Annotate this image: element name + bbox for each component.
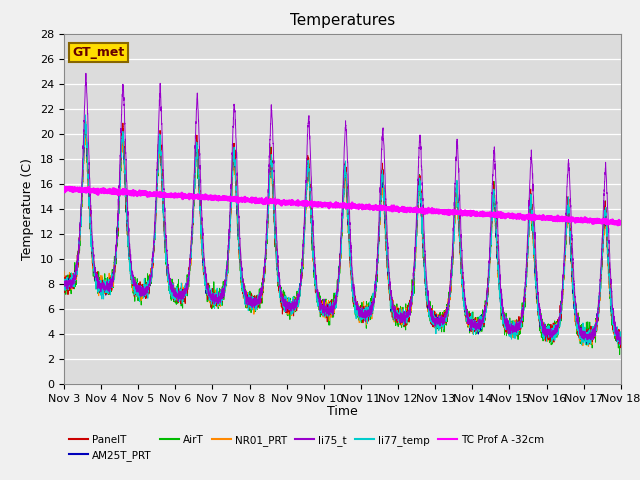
li77_temp	[616, 343, 623, 348]
TC Prof A -32cm	[322, 202, 330, 207]
NR01_PRT	[322, 300, 330, 305]
AM25T_PRT	[616, 332, 624, 337]
Text: GT_met: GT_met	[72, 46, 125, 59]
PanelT	[161, 220, 168, 226]
AirT	[467, 328, 475, 334]
li75_t	[616, 341, 624, 347]
AM25T_PRT	[81, 118, 89, 124]
X-axis label: Time: Time	[327, 405, 358, 418]
li75_t	[60, 282, 68, 288]
PanelT	[322, 305, 330, 311]
NR01_PRT	[467, 320, 475, 326]
NR01_PRT	[584, 343, 592, 349]
li75_t	[499, 304, 507, 310]
NR01_PRT	[60, 268, 68, 274]
PanelT	[81, 113, 89, 119]
NR01_PRT	[616, 338, 624, 344]
TC Prof A -32cm	[161, 191, 168, 197]
Line: TC Prof A -32cm: TC Prof A -32cm	[64, 187, 621, 225]
AM25T_PRT	[322, 303, 330, 309]
AirT	[436, 322, 444, 327]
AM25T_PRT	[585, 341, 593, 347]
NR01_PRT	[617, 339, 625, 345]
PanelT	[467, 323, 475, 328]
AirT	[499, 305, 507, 311]
li77_temp	[436, 319, 444, 324]
PanelT	[60, 284, 68, 290]
AirT	[161, 226, 168, 231]
Line: PanelT: PanelT	[64, 116, 621, 348]
TC Prof A -32cm	[66, 184, 74, 190]
AM25T_PRT	[467, 320, 475, 325]
li77_temp	[467, 327, 475, 333]
li75_t	[436, 318, 444, 324]
AirT	[60, 279, 68, 285]
AirT	[322, 305, 330, 311]
li75_t	[82, 71, 90, 76]
TC Prof A -32cm	[617, 220, 625, 226]
PanelT	[617, 345, 625, 350]
AM25T_PRT	[161, 228, 168, 234]
TC Prof A -32cm	[467, 213, 475, 218]
li75_t	[467, 319, 475, 325]
li77_temp	[322, 309, 330, 314]
NR01_PRT	[161, 227, 168, 232]
li77_temp	[617, 337, 625, 343]
li77_temp	[60, 280, 68, 286]
TC Prof A -32cm	[614, 222, 622, 228]
AM25T_PRT	[436, 316, 444, 322]
Line: li77_temp: li77_temp	[64, 115, 621, 346]
TC Prof A -32cm	[616, 220, 624, 226]
AirT	[616, 344, 624, 349]
TC Prof A -32cm	[499, 212, 507, 217]
AM25T_PRT	[617, 335, 625, 340]
AirT	[616, 352, 623, 358]
li77_temp	[161, 226, 168, 231]
NR01_PRT	[82, 130, 90, 135]
TC Prof A -32cm	[436, 210, 444, 216]
Line: li75_t: li75_t	[64, 73, 621, 344]
li75_t	[161, 191, 168, 196]
PanelT	[499, 321, 507, 326]
li75_t	[616, 336, 624, 342]
NR01_PRT	[499, 321, 507, 327]
Title: Temperatures: Temperatures	[290, 13, 395, 28]
AirT	[617, 331, 625, 337]
AM25T_PRT	[499, 312, 507, 318]
AM25T_PRT	[60, 284, 68, 289]
NR01_PRT	[436, 319, 444, 325]
AirT	[81, 124, 88, 130]
Line: AirT: AirT	[64, 127, 621, 355]
li77_temp	[616, 340, 624, 346]
li77_temp	[82, 112, 90, 118]
PanelT	[436, 317, 444, 323]
Y-axis label: Temperature (C): Temperature (C)	[22, 158, 35, 260]
TC Prof A -32cm	[60, 185, 68, 191]
Line: AM25T_PRT: AM25T_PRT	[64, 121, 621, 344]
PanelT	[616, 334, 624, 340]
li75_t	[617, 341, 625, 347]
PanelT	[617, 338, 625, 344]
li77_temp	[499, 317, 507, 323]
Legend: PanelT, AM25T_PRT, AirT, NR01_PRT, li75_t, li77_temp, TC Prof A -32cm: PanelT, AM25T_PRT, AirT, NR01_PRT, li75_…	[69, 435, 545, 461]
li75_t	[322, 307, 330, 313]
Line: NR01_PRT: NR01_PRT	[64, 132, 621, 346]
